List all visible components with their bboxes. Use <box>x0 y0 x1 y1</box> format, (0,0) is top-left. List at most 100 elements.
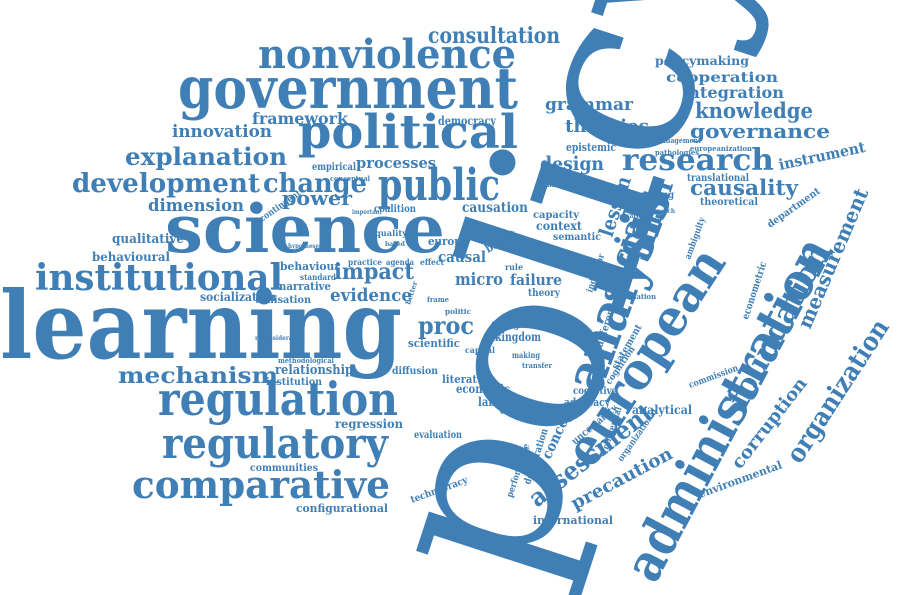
word-causality: causality <box>690 175 799 200</box>
word-knowledge: knowledge <box>695 98 813 123</box>
word-evidence: evidence <box>330 285 412 306</box>
word-management: management <box>655 136 702 145</box>
word-epistemic: epistemic <box>566 141 616 154</box>
word-framework: framework <box>252 109 349 128</box>
word-semantic: semantic <box>553 232 601 243</box>
word-socialization: socialization <box>200 290 276 304</box>
word-regulation: regulation <box>158 372 398 426</box>
word-behavioural: behavioural <box>92 250 170 264</box>
word-policymaking: policymaking <box>655 54 750 68</box>
word-challenge: challenge <box>500 406 540 416</box>
word-finding: finding <box>491 320 519 330</box>
word-standard: standard <box>300 272 336 282</box>
word-theoretical: theoretical <box>700 197 758 208</box>
word-integration: integration <box>682 83 784 102</box>
word-cooperation: cooperation <box>666 70 778 86</box>
word-capacity: capacity <box>533 210 580 221</box>
word-science: science <box>165 190 445 268</box>
word-rule: rule <box>505 262 523 272</box>
word-translational: translational <box>687 173 749 184</box>
word-ideologies: ideologies <box>480 444 530 457</box>
word-language: language <box>478 395 530 409</box>
word-international: international <box>533 514 613 527</box>
word-politic: politic <box>445 307 471 316</box>
word-approach: approach <box>645 208 676 215</box>
word-dimension: dimension <box>148 196 244 216</box>
word-quality: quality <box>375 228 407 238</box>
word-empirical: empirical <box>312 162 356 173</box>
word-instrument: instrument <box>777 138 867 174</box>
word-communities: communities <box>250 463 318 474</box>
word-development: development <box>72 169 260 199</box>
word-institutional: institutional <box>35 257 283 299</box>
word-evaluation: evaluation <box>414 430 463 441</box>
word-democracy: democracy <box>438 114 497 128</box>
word-public: public <box>378 160 500 211</box>
word-reconsideration: reconsideration <box>255 335 306 342</box>
word-practice: practice <box>348 257 382 267</box>
word-consultation: consultation <box>428 23 560 49</box>
word-important: important <box>352 209 382 216</box>
word-causation: causation <box>462 200 528 216</box>
word-kingdom: kingdom <box>495 330 541 344</box>
word-agenda: agenda <box>386 257 414 267</box>
word-cognitive: cognitive <box>573 386 617 397</box>
word-government: government <box>178 55 519 122</box>
word-methodological: methodological <box>278 356 334 365</box>
word-nonviolence: nonviolence <box>258 31 516 78</box>
word-conceptual: conceptual <box>330 174 370 183</box>
word-effect: effect <box>420 257 444 267</box>
word-comparative: comparative <box>132 462 390 507</box>
word-theory: theory <box>528 288 561 299</box>
word-advocacy: advocacy <box>564 396 610 409</box>
word-impact: impact <box>334 259 415 285</box>
word-strategy: strategy <box>620 213 649 220</box>
word-frame: frame <box>427 295 450 304</box>
word-economic: economic <box>456 382 510 396</box>
word-analytical: analytical <box>632 403 692 417</box>
word-research: research <box>622 143 774 178</box>
word-europeanization: europeanization <box>690 144 752 153</box>
word-regulatory: regulatory <box>162 419 389 468</box>
word-narrative: narrative <box>279 280 331 293</box>
word-power: power <box>282 186 352 210</box>
word-behaviour: behaviour <box>280 260 340 273</box>
word-europe: europe <box>428 235 468 248</box>
word-hindrance: hindrance <box>540 180 576 189</box>
word-based: based <box>385 241 406 248</box>
word-grammar: grammar <box>545 95 634 115</box>
word-political: political <box>298 105 518 160</box>
word-diffusion: diffusion <box>392 366 439 377</box>
word-relation: relation <box>626 292 656 301</box>
word-learning: learning <box>0 271 402 381</box>
word-proc: proc <box>418 311 474 340</box>
word-transfer: transfer <box>522 361 552 370</box>
word-governance: governance <box>690 119 830 143</box>
word-capital: capital <box>465 345 495 355</box>
word-relationship: relationship <box>275 363 353 378</box>
word-powering: powering <box>630 190 674 201</box>
word-innovation: innovation <box>172 122 272 142</box>
word-configurational: configurational <box>296 502 388 515</box>
word-literature: literature <box>442 373 496 386</box>
word-qualitative: qualitative <box>112 232 184 247</box>
word-scientific: scientific <box>408 337 460 350</box>
word-context: context <box>536 219 582 233</box>
word-utilisation: utilisation <box>255 295 312 306</box>
word-micro: micro <box>455 270 503 290</box>
word-regression: regression <box>335 417 403 431</box>
word-hypotheses: hypotheses <box>288 243 323 250</box>
word-making: making <box>512 350 540 360</box>
word-pathologies: pathologies <box>655 148 699 157</box>
word-mechanism: mechanism <box>118 363 278 389</box>
word-change: change <box>263 169 367 199</box>
word-institution: institution <box>266 377 323 388</box>
word-coalition: coalition <box>374 204 417 215</box>
word-failure: failure <box>510 271 562 289</box>
word-theories: theories <box>565 116 649 137</box>
word-design: design <box>540 153 604 175</box>
word-explanation: explanation <box>125 142 287 171</box>
word-processes: processes <box>356 154 436 172</box>
